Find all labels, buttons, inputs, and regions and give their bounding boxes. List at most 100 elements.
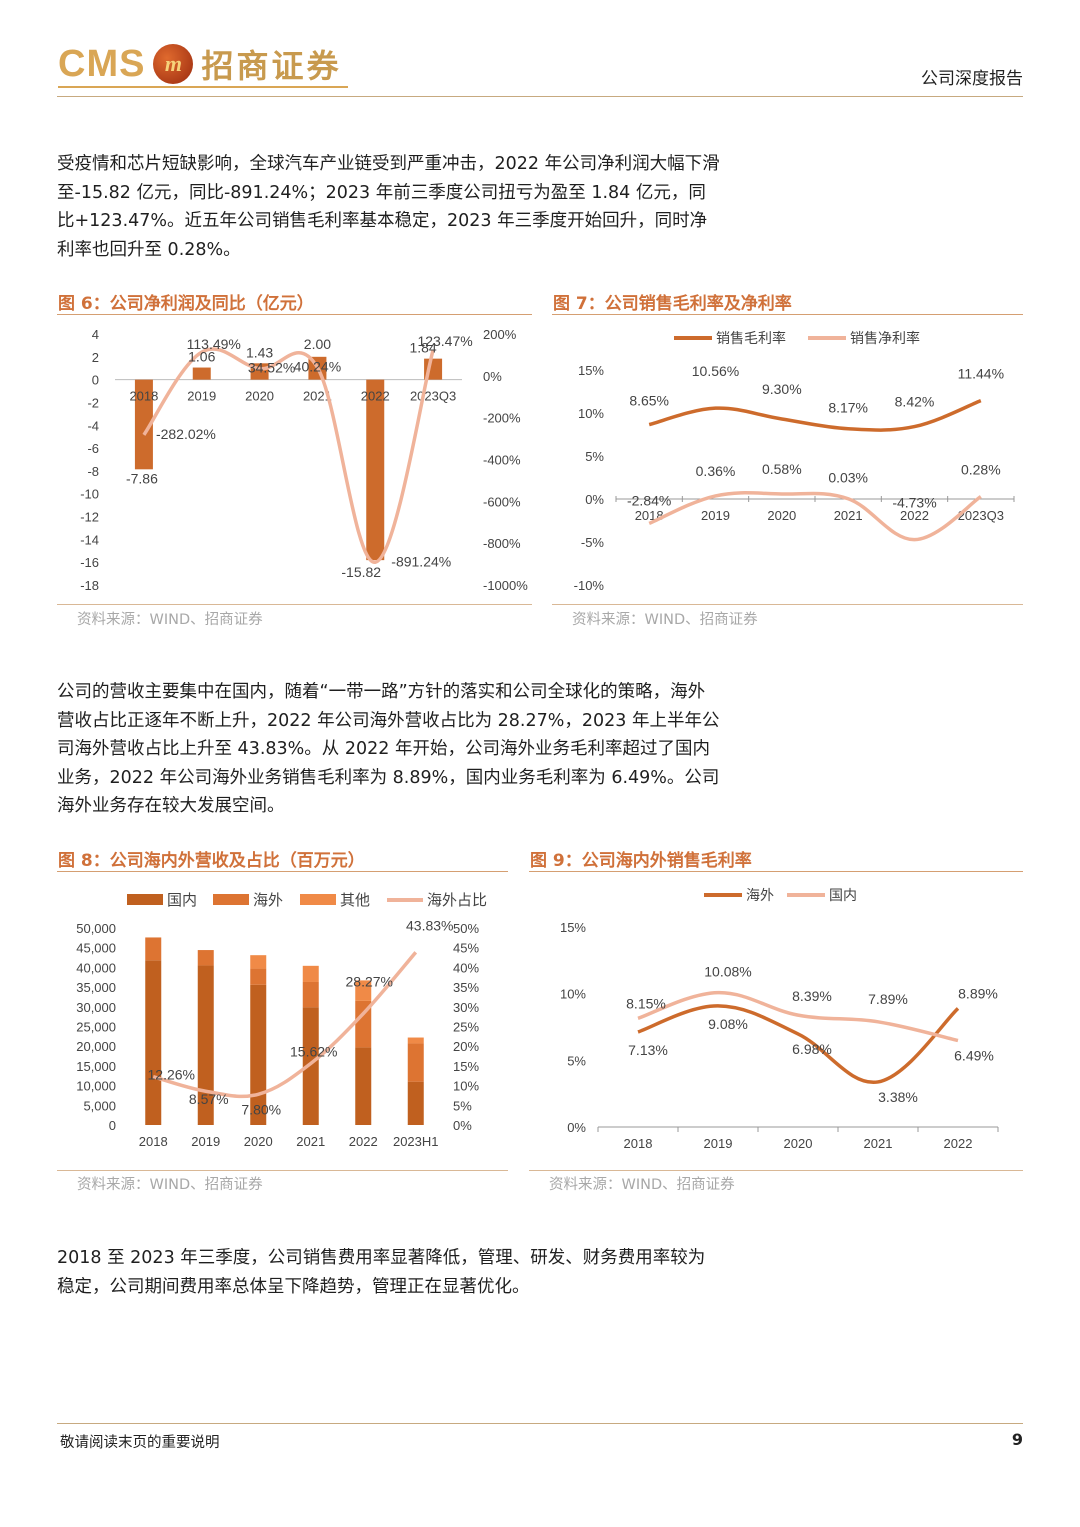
fig8-x-tick: 2022: [349, 1134, 378, 1149]
fig9-data-label: 6.49%: [954, 1047, 994, 1063]
fig9-data-label: 8.89%: [958, 985, 998, 1001]
logo-underline: [58, 86, 348, 88]
fig8-chart: 国内 海外 其他 海外占比 50,000 45,000 40,000 35,000 30,000…: [76, 892, 487, 1149]
fig6-bar: [192, 367, 211, 380]
fig8-legend-swatch: [127, 894, 163, 905]
fig8-y2-tick: 15%: [453, 1059, 479, 1074]
fig7-y-tick: 10%: [578, 406, 604, 421]
fig6-y-tick: 2: [92, 350, 99, 365]
fig8-y2-tick: 25%: [453, 1020, 479, 1035]
fig9-domestic-line: [637, 990, 959, 1043]
paragraph-3: 2018 至 2023 年三季度，公司销售费用率显著降低，管理、研发、财务费用率…: [57, 1248, 706, 1297]
fig6-bar-label: 1.84: [409, 340, 436, 356]
fig7-y-tick: 5%: [585, 449, 604, 464]
fig9-bottom-rule: [529, 1170, 1023, 1171]
fig8-legend-label: 国内: [167, 892, 197, 909]
fig6-x-tick: 2020: [245, 389, 274, 404]
fig6-y-tick: -2: [87, 395, 99, 410]
fig8-y2-tick: 35%: [453, 980, 479, 995]
fig6-y-tick: 4: [92, 327, 99, 342]
fig8-bar-segment: [145, 937, 162, 961]
fig8-y-tick: 45,000: [76, 941, 116, 956]
fig6-x-tick: 2022: [361, 389, 390, 404]
fig6-y-tick: -18: [80, 578, 99, 593]
fig9-y-tick: 15%: [560, 920, 586, 935]
fig6-y2-tick: 200%: [483, 327, 517, 342]
company-logo: CMS m 招商证券: [58, 40, 341, 88]
fig8-legend-label: 其他: [340, 892, 370, 909]
fig6-y-tick: -14: [80, 532, 99, 547]
fig6-y-tick: 0: [92, 373, 99, 388]
fig7-data-label: -2.84%: [627, 492, 671, 508]
fig9-x-tick: 2021: [864, 1136, 893, 1151]
fig8-bar-segment: [197, 965, 214, 1125]
fig8-y2-tick: 45%: [453, 941, 479, 956]
fig6-y-tick: -16: [80, 555, 99, 570]
fig6-bar-label: -7.86: [126, 470, 158, 486]
fig8-y2-tick: 0%: [453, 1118, 472, 1133]
fig7-data-label: 10.56%: [692, 363, 739, 379]
fig6-yoy-line: [142, 347, 435, 564]
fig6-y2-tick: 0%: [483, 369, 502, 384]
fig8-overseas-share-line: [152, 951, 418, 1099]
fig6-bar-label: -15.82: [341, 564, 381, 580]
fig9-x-tick: 2018: [624, 1136, 653, 1151]
fig7-x-tick: 2023Q3: [958, 508, 1004, 523]
fig6-bar-label: 1.06: [188, 349, 215, 365]
fig9-x-tick: 2019: [704, 1136, 733, 1151]
fig8-bar-segment: [355, 1000, 372, 1048]
fig9-data-label: 7.89%: [868, 991, 908, 1007]
fig8-bar-segment: [250, 955, 267, 969]
fig9-y-tick: 0%: [567, 1120, 586, 1135]
fig7-data-label: 8.42%: [895, 394, 935, 410]
fig6-line-label: 40.24%: [294, 358, 341, 374]
fig8-y-tick: 35,000: [76, 980, 116, 995]
fig8-y-tick: 50,000: [76, 921, 116, 936]
fig9-data-label: 7.13%: [628, 1042, 668, 1058]
fig8-y2-tick: 40%: [453, 960, 479, 975]
fig7-data-label: -4.73%: [892, 495, 936, 511]
fig8-bar-segment: [355, 1047, 372, 1125]
fig8-bar-segment: [407, 1081, 424, 1125]
fig7-data-label: 0.36%: [696, 463, 736, 479]
fig8-bar-segment: [250, 984, 267, 1125]
fig7-x-tick: 2020: [767, 508, 796, 523]
fig8-y-tick: 15,000: [76, 1059, 116, 1074]
fig9-data-label: 8.15%: [626, 995, 666, 1011]
report-type: 公司深度报告: [921, 69, 1023, 89]
fig6-bar-label: 1.43: [246, 344, 273, 360]
fig7-x-tick: 2019: [701, 508, 730, 523]
fig8-source: 资料来源：WIND、招商证券: [77, 1177, 263, 1193]
fig9-chart: 海外 国内 15% 10% 5% 0% 2018 2019 2020 2021 2022 7.13% 9…: [560, 887, 999, 1151]
fig7-bottom-rule: [552, 604, 1023, 605]
fig8-y-tick: 5,000: [83, 1098, 116, 1113]
fig9-legend-label: 国内: [829, 887, 857, 903]
logo-chinese-name: 招商证券: [201, 47, 342, 85]
fig9-source: 资料来源：WIND、招商证券: [549, 1177, 735, 1193]
fig8-legend-swatch: [213, 894, 249, 905]
fig7-data-label: 11.44%: [958, 366, 1004, 382]
fig7-data-label: 9.30%: [762, 381, 802, 397]
fig6-title: 图 6：公司净利润及同比（亿元）: [58, 294, 314, 314]
fig8-bar-segment: [407, 1037, 424, 1044]
fig7-x-tick: 2021: [834, 508, 863, 523]
fig6-bottom-rule: [57, 604, 532, 605]
fig8-legend-label: 海外: [253, 892, 283, 909]
fig6-bar: [134, 379, 153, 470]
footer-divider: [57, 1423, 1023, 1424]
fig8-x-tick: 2019: [191, 1134, 220, 1149]
fig7-top-rule: [552, 314, 1023, 315]
paragraph-1: 受疫情和芯片短缺影响，全球汽车产业链受到严重冲击，2022 年公司净利润大幅下滑…: [57, 154, 720, 260]
fig8-line-label: 8.57%: [189, 1091, 229, 1107]
fig8-bottom-rule: [57, 1170, 508, 1171]
fig6-line-label: 113.49%: [187, 336, 241, 352]
header-divider: [57, 96, 1023, 97]
fig7-data-label: 8.65%: [629, 393, 669, 409]
fig8-bar-segment: [302, 1007, 319, 1125]
fig9-data-label: 3.38%: [878, 1089, 918, 1105]
fig9-data-label: 10.08%: [704, 964, 751, 980]
fig6-y2-tick: -1000%: [483, 578, 528, 593]
fig7-data-label: 0.03%: [828, 470, 868, 486]
fig7-legend-label: 销售净利率: [850, 330, 920, 346]
fig8-bar-segment: [407, 1043, 424, 1082]
